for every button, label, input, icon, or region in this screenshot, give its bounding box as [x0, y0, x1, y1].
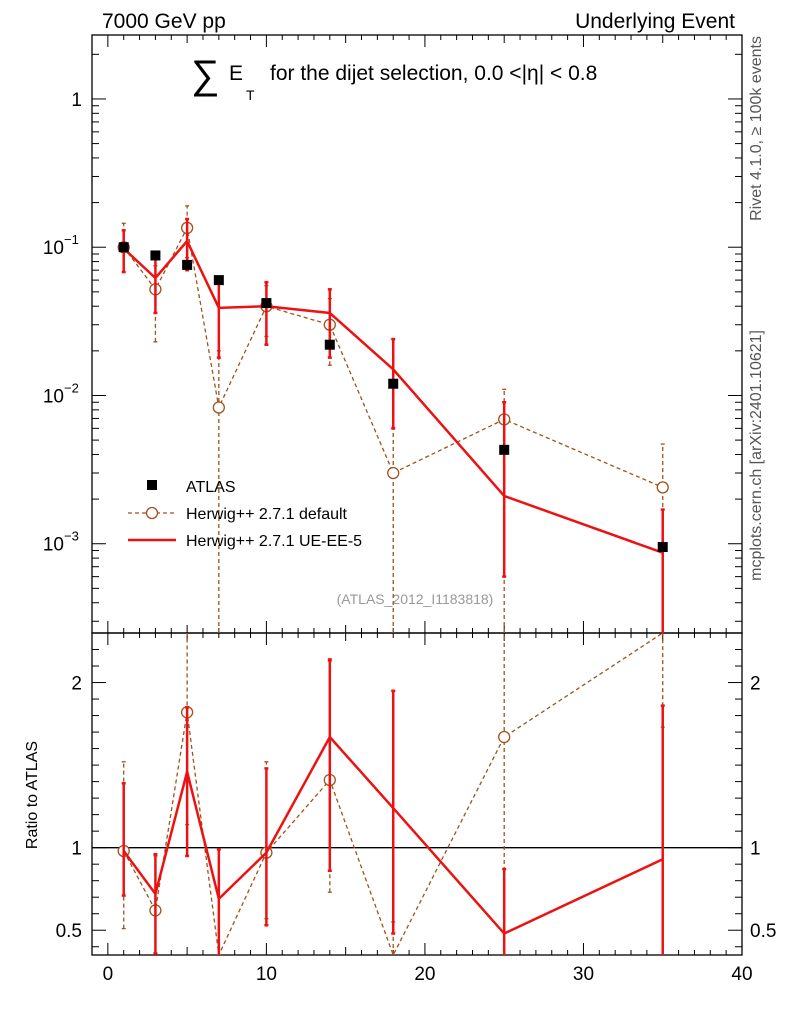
main-y-tick-exponent: −1 — [64, 232, 79, 247]
atlas-data-point — [213, 275, 224, 286]
atlas-data-point — [150, 250, 161, 261]
title-text: for the dijet selection, 0.0 <|η| < 0.8 — [270, 62, 597, 85]
header-right: Underlying Event — [575, 10, 735, 33]
ratio-data-layer — [117, 633, 665, 955]
ratio-y-tick-label-right: 0.5 — [750, 921, 776, 942]
x-tick-label: 20 — [414, 964, 435, 985]
main-y-tick-label: 10 — [43, 535, 64, 556]
main-data-layer — [117, 205, 669, 633]
x-tick-label: 0 — [103, 964, 114, 985]
title-sum-symbol: ∑ — [191, 53, 220, 97]
atlas-data-point — [324, 339, 335, 350]
atlas-data-point — [388, 378, 399, 389]
rivet-label: Rivet 4.1.0, ≥ 100k events — [748, 36, 765, 221]
analysis-label: (ATLAS_2012_I1183818) — [337, 591, 494, 607]
ratio-ylabel: Ratio to ATLAS — [24, 741, 41, 849]
x-tick-label: 40 — [731, 964, 752, 985]
x-tick-label: 10 — [256, 964, 277, 985]
legend-label-uee5: Herwig++ 2.7.1 UE-EE-5 — [186, 533, 362, 550]
ratio-y-tick-label-left: 2 — [71, 674, 82, 695]
ratio-default-point — [498, 730, 511, 744]
main-y-tick-exponent: −2 — [64, 380, 79, 395]
main-default-point — [387, 466, 400, 480]
legend-marker-default — [145, 506, 159, 520]
title-variable: E — [229, 62, 243, 85]
atlas-data-point — [657, 542, 668, 553]
main-y-tick-label: 1 — [71, 90, 82, 111]
atlas-data-point — [182, 259, 193, 270]
main-default-point — [656, 481, 669, 494]
ratio-y-tick-label-right: 2 — [750, 674, 761, 695]
legend: ATLAS Herwig++ 2.7.1 default Herwig++ 2.… — [128, 479, 362, 550]
x-tick-label: 30 — [573, 964, 594, 985]
main-y-tick-label: 10 — [43, 386, 64, 407]
atlas-data-point — [118, 242, 129, 253]
header-left: 7000 GeV pp — [102, 10, 226, 33]
main-default-point — [212, 401, 225, 414]
ratio-axes: 0 10 20 30 40 0.5 0.5 1 1 2 2 — [56, 632, 776, 985]
title-subscript: T — [246, 87, 255, 103]
ratio-y-tick-label-right: 1 — [750, 839, 761, 860]
mcplots-label: mcplots.cern.ch [arXiv:2401.10621] — [748, 330, 765, 581]
legend-label-default: Herwig++ 2.7.1 default — [186, 506, 348, 523]
ratio-y-tick-label-left: 0.5 — [56, 921, 82, 942]
main-y-tick-label: 10 — [43, 238, 64, 259]
ratio-uee5-line — [122, 734, 664, 936]
atlas-data-point — [499, 444, 510, 455]
atlas-data-point — [261, 298, 272, 309]
ratio-y-tick-label-left: 1 — [71, 839, 82, 860]
main-y-tick-exponent: −3 — [64, 529, 79, 544]
legend-marker-atlas — [147, 480, 157, 490]
ratio-frame — [91, 632, 743, 956]
legend-label-atlas: ATLAS — [186, 479, 236, 496]
